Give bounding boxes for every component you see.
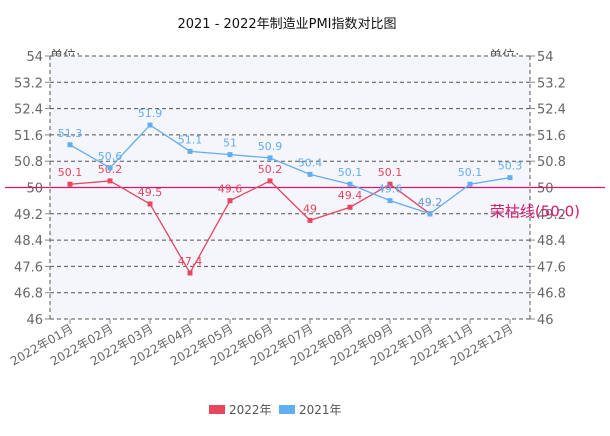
data-point xyxy=(67,142,73,148)
y-tick-label-left: 46.8 xyxy=(14,287,43,302)
data-point xyxy=(267,155,273,161)
data-point xyxy=(347,204,353,210)
legend-label: 2022年 xyxy=(229,403,272,417)
series-line xyxy=(69,124,511,215)
data-point xyxy=(187,148,193,154)
data-label: 50.3 xyxy=(498,160,523,173)
y-tick-label-right: 52.4 xyxy=(537,103,566,118)
data-point xyxy=(147,122,153,128)
legend-swatch xyxy=(279,405,295,414)
data-label: 47.4 xyxy=(178,255,203,268)
data-label: 50.2 xyxy=(258,163,283,176)
data-label: 50.6 xyxy=(98,150,123,163)
y-tick-label-right: 46 xyxy=(537,313,554,328)
data-label: 51.1 xyxy=(178,133,203,146)
reference-line: 荣枯线(50.0) xyxy=(5,186,605,221)
data-label: 49.2 xyxy=(418,196,443,209)
data-point xyxy=(227,198,233,204)
data-label: 49.5 xyxy=(138,186,163,199)
gridlines xyxy=(49,55,531,320)
x-axis: 2022年01月2022年02月2022年03月2022年04月2022年05月… xyxy=(8,319,516,369)
series-layer: 50.150.249.547.449.650.24949.450.149.251… xyxy=(58,107,523,276)
data-point xyxy=(347,181,353,187)
data-label: 49 xyxy=(303,202,317,215)
y-tick-label-right: 47.6 xyxy=(537,260,566,275)
y-tick-label-left: 47.6 xyxy=(14,260,43,275)
legend: 2022年 2021年 xyxy=(209,403,342,417)
data-point xyxy=(107,178,113,184)
data-label: 49.4 xyxy=(338,189,363,202)
y-tick-label-right: 49.2 xyxy=(537,208,566,223)
data-point xyxy=(507,175,513,181)
data-label: 51.3 xyxy=(58,127,83,140)
y-axis-right: 54 53.2 52.4 51.6 50.8 50 49.2 48.4 47.6 46.8 46 xyxy=(530,50,566,328)
y-tick-label-left: 53.2 xyxy=(14,76,43,91)
chart-title: 2021 - 2022年制造业PMI指数对比图 xyxy=(177,17,396,32)
y-tick-label-left: 46 xyxy=(26,313,43,328)
y-tick-label-left: 50.8 xyxy=(14,155,43,170)
y-tick-label-right: 50 xyxy=(537,182,554,197)
series-line xyxy=(69,180,431,275)
y-tick-label-left: 54 xyxy=(26,50,43,65)
data-label: 50.9 xyxy=(258,140,283,153)
data-point xyxy=(467,181,473,187)
data-label: 49.6 xyxy=(218,183,243,196)
data-label: 51.9 xyxy=(138,107,163,120)
data-label: 49.2 xyxy=(418,196,443,209)
y-axis-left: 54 53.2 52.4 51.6 50.8 50 49.2 48.4 47.6 46.8 46 xyxy=(14,50,50,328)
y-tick-label-left: 48.4 xyxy=(14,234,43,249)
y-tick-label-right: 54 xyxy=(537,50,554,65)
y-tick-label-right: 46.8 xyxy=(537,287,566,302)
series-2021年: 51.3 50.6 51.9 51.1 51 50.9 50.4 50.1 49.6 49.2 50… xyxy=(58,107,523,217)
data-label: 51 xyxy=(223,137,237,150)
data-point xyxy=(67,181,73,187)
data-label: 50.1 xyxy=(458,166,483,179)
data-point xyxy=(387,198,393,204)
data-label: 50.1 xyxy=(378,166,403,179)
y-tick-label-left: 50 xyxy=(26,182,43,197)
y-tick-label-left: 49.2 xyxy=(14,208,43,223)
y-tick-label-left: 51.6 xyxy=(14,129,43,144)
y-tick-label-left: 52.4 xyxy=(14,103,43,118)
reference-line-label: 荣枯线(50.0) xyxy=(490,203,580,221)
data-label: 50.1 xyxy=(58,166,83,179)
data-point xyxy=(307,171,313,177)
data-point xyxy=(107,165,113,171)
y-tick-label-right: 50.8 xyxy=(537,155,566,170)
data-point xyxy=(427,211,433,217)
data-label: 50.1 xyxy=(338,166,363,179)
data-point xyxy=(307,217,313,223)
data-point xyxy=(187,270,193,276)
y-tick-label-right: 48.4 xyxy=(537,234,566,249)
y-tick-label-right: 53.2 xyxy=(537,76,566,91)
data-point xyxy=(147,201,153,207)
data-point xyxy=(387,181,393,187)
y-tick-label-right: 51.6 xyxy=(537,129,566,144)
data-label: 49.6 xyxy=(378,183,403,196)
data-label: 50.4 xyxy=(298,156,323,169)
legend-swatch xyxy=(209,405,225,414)
data-point xyxy=(267,178,273,184)
data-point xyxy=(227,152,233,158)
legend-label: 2021年 xyxy=(299,403,342,417)
